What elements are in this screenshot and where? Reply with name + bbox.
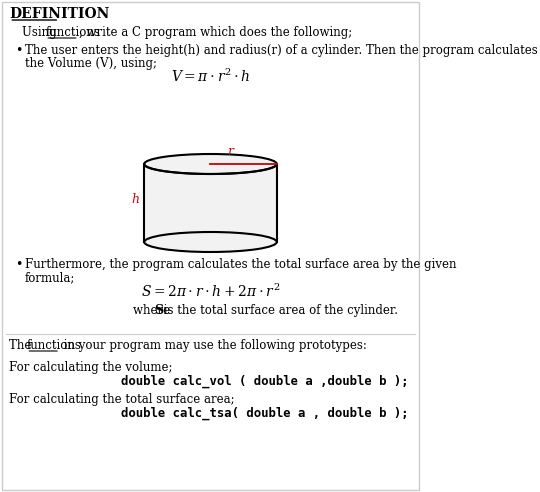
Text: For calculating the total surface area;: For calculating the total surface area; [9,393,235,406]
Ellipse shape [144,154,276,174]
Text: •: • [16,44,23,57]
Text: $S = 2\pi \cdot r \cdot h + 2\pi \cdot r^2$: $S = 2\pi \cdot r \cdot h + 2\pi \cdot r… [141,283,280,300]
FancyBboxPatch shape [2,2,420,490]
Text: r: r [228,145,234,158]
Text: $V = \pi \cdot r^2 \cdot h$: $V = \pi \cdot r^2 \cdot h$ [171,68,250,85]
Text: The user enters the height(h) and radius(r) of a cylinder. Then the program calc: The user enters the height(h) and radius… [25,44,538,57]
FancyBboxPatch shape [144,164,276,242]
Text: functions: functions [26,339,82,352]
Text: Furthermore, the program calculates the total surface area by the given: Furthermore, the program calculates the … [25,258,456,271]
Text: where: where [132,304,173,317]
Text: double calc_tsa( double a , double b );: double calc_tsa( double a , double b ); [121,407,408,420]
Text: double calc_vol ( double a ,double b );: double calc_vol ( double a ,double b ); [121,375,408,388]
Text: •: • [16,258,23,271]
Text: , write a C program which does the following;: , write a C program which does the follo… [79,26,352,39]
Text: $\mathbf{S}$: $\mathbf{S}$ [153,303,164,317]
Text: formula;: formula; [25,271,75,284]
Text: h: h [132,193,140,206]
Text: For calculating the volume;: For calculating the volume; [9,361,173,374]
Text: Using: Using [22,26,60,39]
Text: functions: functions [45,26,100,39]
Text: The: The [9,339,36,352]
Text: in your program may use the following prototypes:: in your program may use the following pr… [60,339,367,352]
Text: is the total surface area of the cylinder.: is the total surface area of the cylinde… [160,304,398,317]
Text: the Volume (V), using;: the Volume (V), using; [25,57,157,70]
Ellipse shape [144,232,276,252]
Text: DEFINITION: DEFINITION [9,7,110,21]
